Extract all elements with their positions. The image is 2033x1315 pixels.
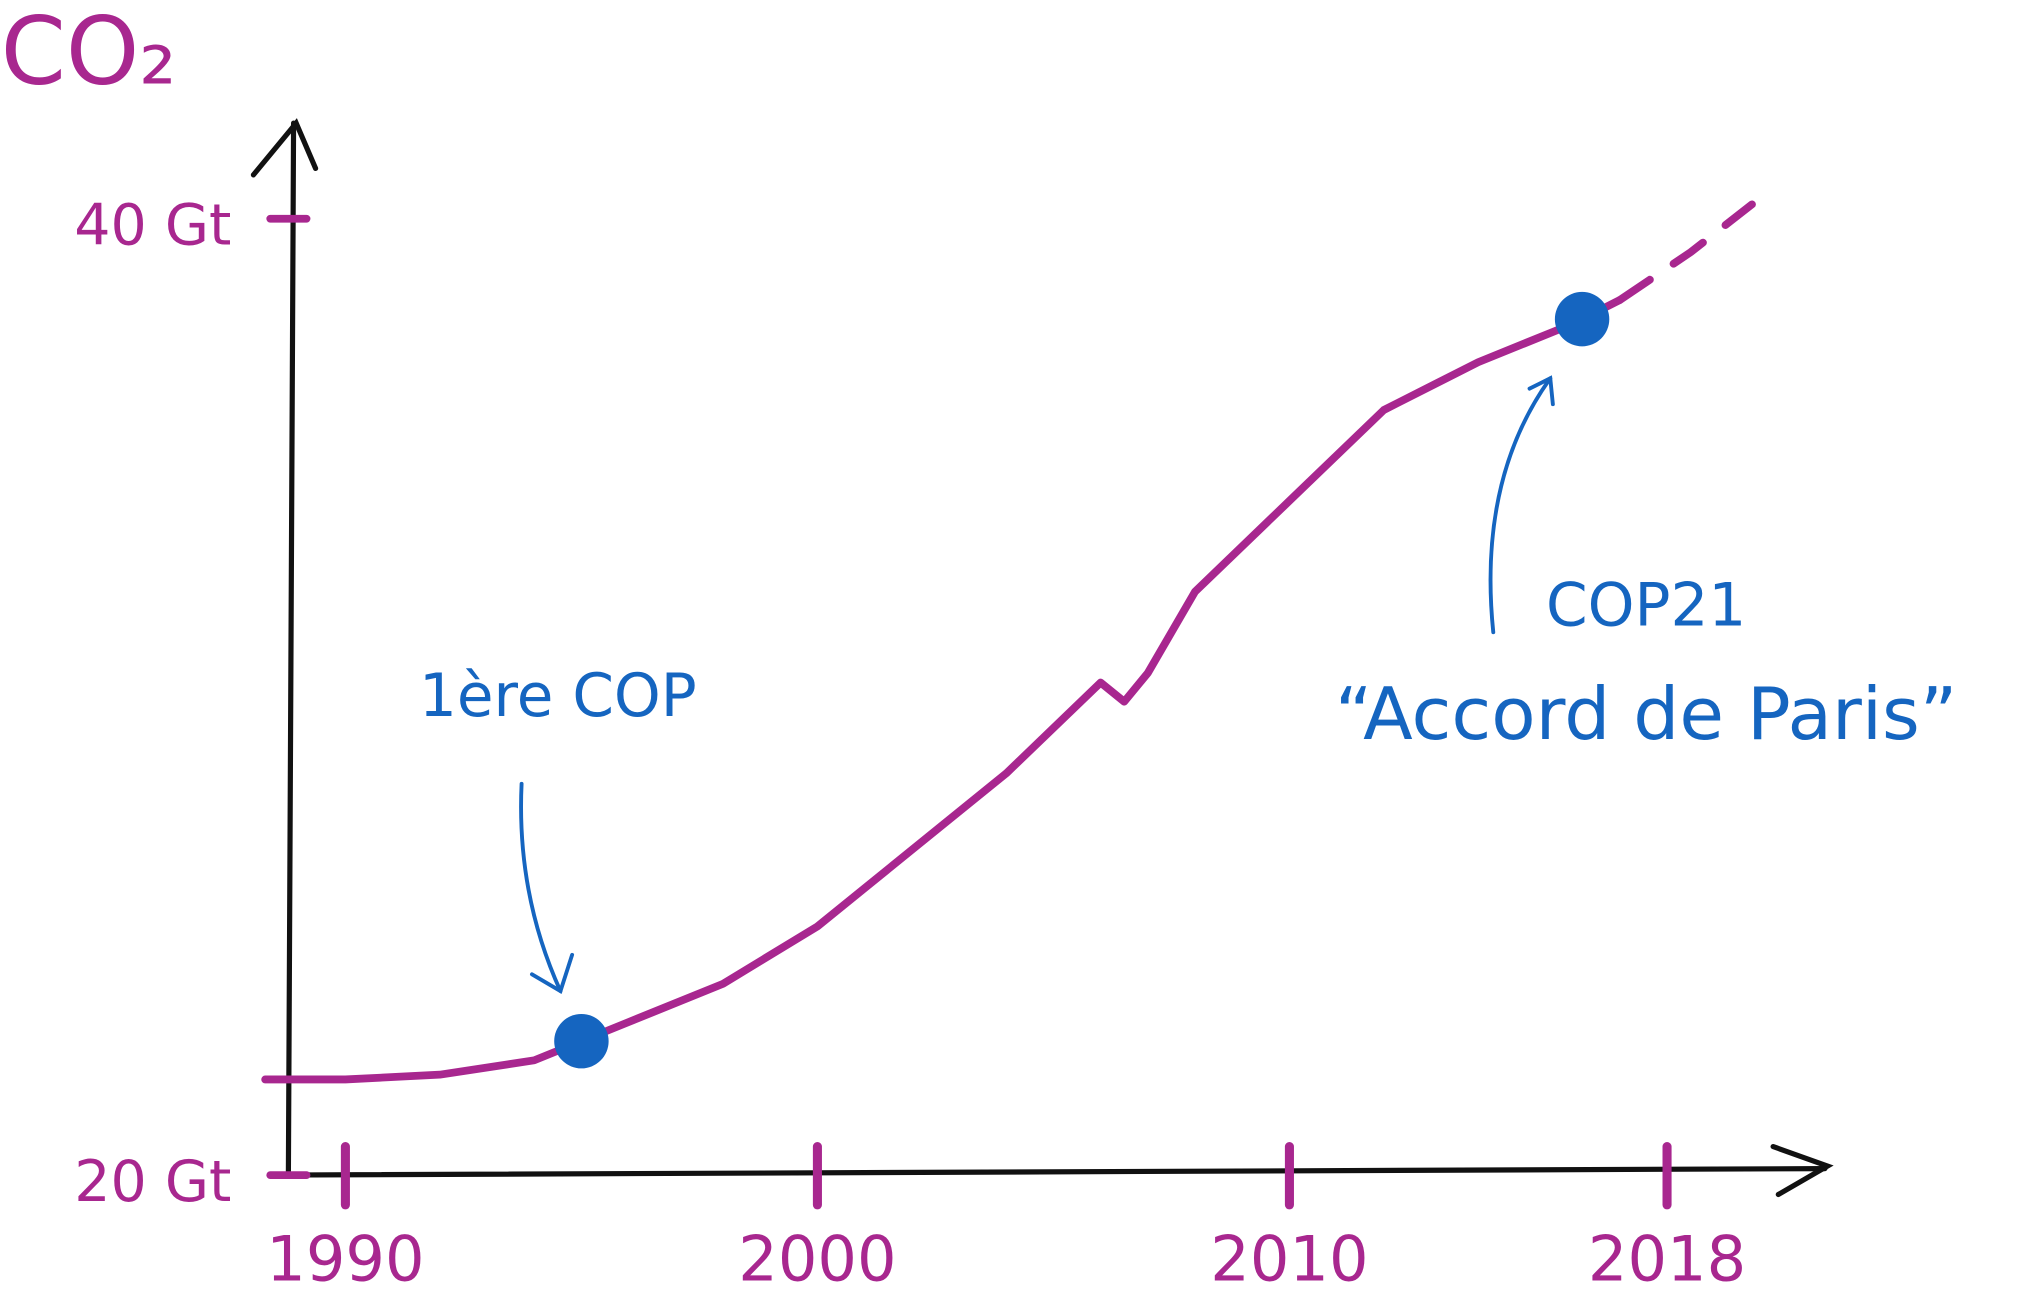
x-axis-arrow bbox=[1770, 1143, 1834, 1198]
annotation-arrowhead bbox=[1527, 375, 1555, 407]
data-line bbox=[261, 296, 1624, 1084]
annotation-text: 1ère COP bbox=[419, 662, 697, 731]
x-tick-label: 2018 bbox=[1588, 1222, 1746, 1295]
data-line bbox=[1615, 200, 1756, 304]
y-tick-label: 40 Gt bbox=[74, 193, 231, 259]
axes bbox=[250, 118, 1834, 1198]
annotation-arrow bbox=[519, 781, 563, 994]
chart-title: CO₂ bbox=[1, 0, 177, 106]
y-axis bbox=[285, 120, 297, 1176]
annotation-point bbox=[1554, 291, 1610, 347]
annotation-point bbox=[554, 1013, 609, 1069]
y-axis-arrow bbox=[250, 118, 319, 178]
y-tick-label: 20 Gt bbox=[74, 1149, 231, 1215]
arrows bbox=[519, 375, 1555, 995]
x-tick-label: 2010 bbox=[1210, 1222, 1368, 1295]
x-axis bbox=[276, 1166, 1828, 1178]
annotation-arrow bbox=[1488, 376, 1553, 635]
annotation-text: “Accord de Paris” bbox=[1335, 673, 1957, 757]
annotation-text: COP21 bbox=[1546, 572, 1746, 641]
annotation-arrowhead bbox=[530, 952, 575, 995]
x-tick-label: 2000 bbox=[738, 1222, 896, 1295]
x-tick-label: 1990 bbox=[266, 1222, 424, 1295]
